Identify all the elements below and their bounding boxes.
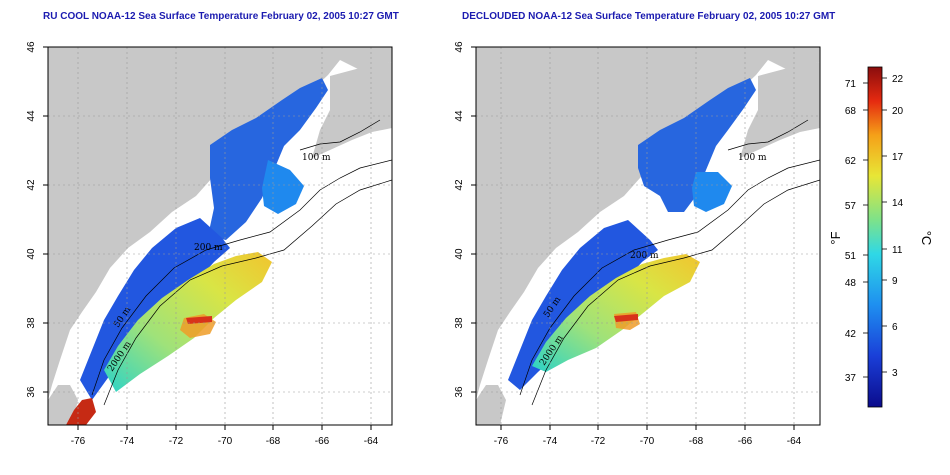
right-sst-gulf-of-maine bbox=[638, 78, 756, 212]
left-ticks bbox=[43, 46, 372, 430]
left-land-nova-scotia bbox=[312, 62, 392, 158]
colorbar-fahrenheit-label: 71 bbox=[845, 79, 857, 90]
colorbar-fahrenheit-label: 57 bbox=[845, 201, 857, 212]
colorbar-celsius-label: 14 bbox=[892, 198, 904, 209]
right-land-mainland bbox=[476, 47, 820, 400]
left-contour-label-100m: 100 m bbox=[302, 153, 331, 163]
temperature-colorbar: 71 68 62 57 51 48 42 37 22 20 17 14 11 9… bbox=[828, 66, 934, 408]
colorbar-celsius-unit: °C bbox=[919, 231, 934, 246]
left-map: 100 m 200 m 50 m 2000 m -76 -74 bbox=[26, 41, 393, 447]
colorbar-celsius-label: 9 bbox=[892, 276, 898, 287]
right-lon-tick-label: -64 bbox=[787, 436, 802, 447]
right-map-frame bbox=[475, 46, 821, 426]
right-lon-tick-label: -70 bbox=[640, 436, 655, 447]
left-lon-tick-label: -68 bbox=[266, 436, 281, 447]
right-lat-tick-label: 38 bbox=[454, 317, 465, 329]
right-map: 100 m 200 m 50 m 2000 m -76 -74 -72 -7 bbox=[454, 41, 821, 447]
right-contour-label-200m: 200 m bbox=[630, 251, 659, 261]
left-sst-front bbox=[186, 316, 212, 324]
colorbar-celsius-label: 22 bbox=[892, 74, 904, 85]
right-land-nova-scotia bbox=[740, 62, 820, 158]
colorbar-celsius-label: 11 bbox=[892, 245, 903, 256]
right-lon-tick-label: -68 bbox=[689, 436, 704, 447]
right-lon-tick-label: -76 bbox=[494, 436, 509, 447]
left-map-title: RU COOL NOAA-12 Sea Surface Temperature … bbox=[43, 11, 399, 22]
left-gridlines bbox=[48, 47, 392, 425]
right-sst-front bbox=[614, 314, 638, 322]
colorbar-celsius-label: 3 bbox=[892, 368, 898, 379]
left-lon-tick-label: -66 bbox=[315, 436, 330, 447]
left-lon-tick-label: -64 bbox=[364, 436, 379, 447]
left-land-delmarva bbox=[48, 385, 78, 425]
left-lon-tick-label: -76 bbox=[71, 436, 86, 447]
left-map-frame bbox=[47, 46, 393, 426]
left-lat-tick-label: 44 bbox=[26, 110, 37, 122]
left-sst-gulf-of-maine bbox=[208, 78, 328, 240]
right-sst-outer-gulf bbox=[692, 172, 732, 212]
left-lon-tick-label: -72 bbox=[169, 436, 184, 447]
right-map-title: DECLOUDED NOAA-12 Sea Surface Temperatur… bbox=[462, 11, 836, 22]
colorbar-celsius-label: 17 bbox=[892, 152, 904, 163]
colorbar-celsius-label: 6 bbox=[892, 322, 898, 333]
right-lat-tick-label: 40 bbox=[454, 248, 465, 260]
right-sst-mid-shelf bbox=[532, 254, 700, 372]
left-lat-tick-label: 42 bbox=[26, 179, 37, 191]
left-lon-tick-label: -74 bbox=[120, 436, 135, 447]
left-lat-tick-label: 40 bbox=[26, 248, 37, 260]
colorbar-fahrenheit-label: 48 bbox=[845, 278, 857, 289]
right-lat-tick-label: 36 bbox=[454, 386, 465, 398]
left-lat-tick-label: 38 bbox=[26, 317, 37, 329]
left-sst-outer-gulf bbox=[262, 160, 304, 214]
colorbar-fahrenheit-label: 37 bbox=[845, 373, 857, 384]
right-contour-label-100m: 100 m bbox=[738, 153, 767, 163]
colorbar-fahrenheit-label: 51 bbox=[845, 251, 857, 262]
left-bathymetry bbox=[91, 119, 392, 406]
right-lat-tick-label: 42 bbox=[454, 179, 465, 191]
left-land-mainland bbox=[48, 47, 392, 400]
left-lon-tick-label: -70 bbox=[218, 436, 233, 447]
right-lon-tick-label: -66 bbox=[738, 436, 753, 447]
right-ticks bbox=[471, 46, 795, 430]
colorbar-fahrenheit-label: 68 bbox=[845, 106, 857, 117]
right-lat-tick-label: 46 bbox=[454, 41, 465, 53]
left-sst-gulf-stream bbox=[66, 398, 96, 425]
colorbar-ticks bbox=[863, 77, 887, 378]
colorbar-fahrenheit-label: 42 bbox=[845, 329, 857, 340]
right-land-delmarva bbox=[476, 385, 506, 425]
left-lat-tick-label: 46 bbox=[26, 41, 37, 53]
left-contour-label-200m: 200 m bbox=[194, 243, 223, 253]
left-lat-tick-label: 36 bbox=[26, 386, 37, 398]
right-gridlines bbox=[476, 47, 820, 425]
colorbar-fahrenheit-label: 62 bbox=[845, 156, 857, 167]
colorbar-fahrenheit-unit: °F bbox=[828, 231, 843, 244]
colorbar-gradient bbox=[867, 66, 883, 408]
colorbar-celsius-label: 20 bbox=[892, 106, 904, 117]
right-lon-tick-label: -72 bbox=[591, 436, 606, 447]
right-lon-tick-label: -74 bbox=[543, 436, 558, 447]
right-lat-tick-label: 44 bbox=[454, 110, 465, 122]
